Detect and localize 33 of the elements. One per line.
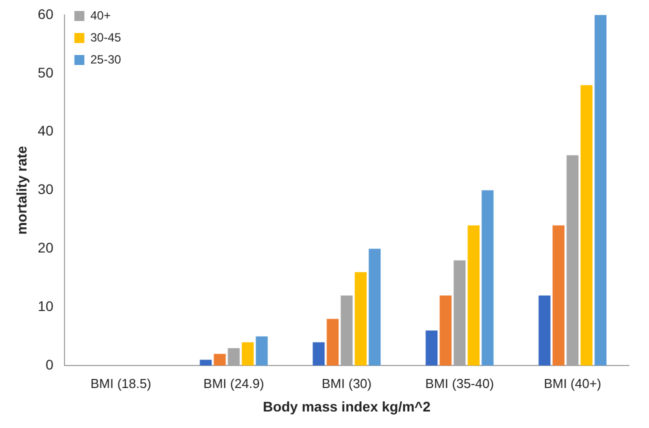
x-tick-label: BMI (24.9) [203, 376, 264, 391]
x-tick-label: BMI (18.5) [90, 376, 152, 391]
legend-label: 40+ [90, 8, 111, 22]
x-axis-title: Body mass index kg/m^2 [262, 398, 431, 414]
y-tick-label: 40 [38, 122, 54, 139]
legend-label: 30-45 [90, 30, 122, 44]
y-tick-label: 50 [38, 64, 54, 80]
bar [200, 360, 212, 366]
bar [312, 342, 325, 366]
bar [214, 354, 226, 366]
bar [440, 295, 452, 366]
y-tick-label: 20 [38, 240, 54, 256]
x-tick-label: BMI (35-40) [425, 376, 494, 391]
x-tick-label: BMI (30) [322, 376, 372, 391]
y-tick-label: 30 [38, 181, 54, 198]
bar [594, 15, 606, 366]
bar [426, 330, 438, 366]
y-axis-title: mortality rate [13, 146, 30, 235]
y-tick-label: 60 [38, 6, 54, 22]
bar [580, 85, 592, 366]
bar [242, 342, 254, 366]
bar [326, 318, 339, 366]
bar [468, 225, 480, 366]
bar [256, 336, 268, 366]
bar [552, 225, 564, 366]
bar [368, 248, 381, 366]
x-tick-label: BMI (40+) [544, 376, 602, 391]
bar [482, 190, 494, 366]
y-tick-label: 10 [38, 298, 54, 314]
bar [354, 272, 367, 366]
legend-label: 25-30 [90, 52, 122, 66]
bar [538, 295, 550, 366]
y-tick-label: 0 [46, 356, 54, 372]
